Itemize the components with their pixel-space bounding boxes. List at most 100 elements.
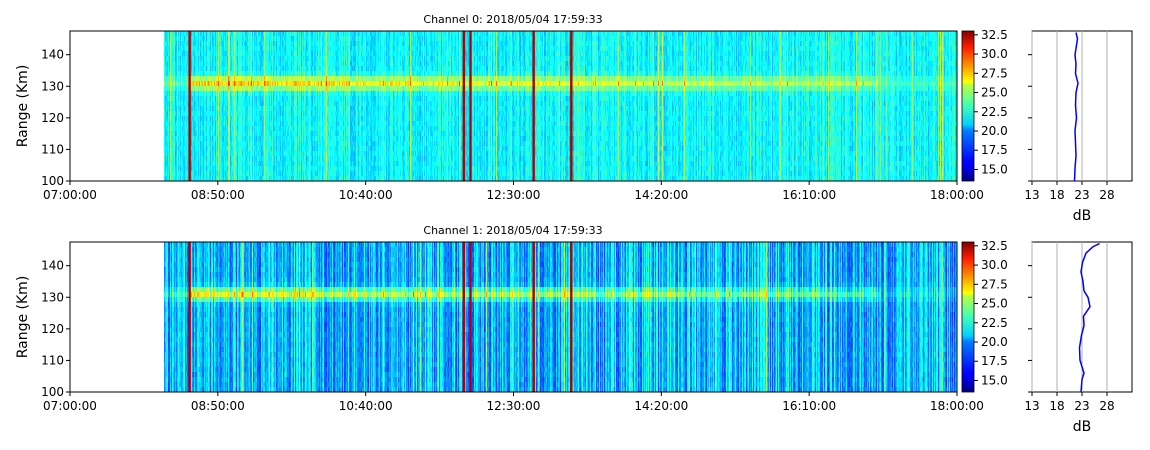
heatmap-cell: [168, 131, 170, 137]
heatmap-cell: [297, 41, 299, 47]
heatmap-cell: [295, 51, 297, 57]
heatmap-cell: [177, 126, 179, 132]
heatmap-cell: [201, 126, 203, 132]
heatmap-cell: [208, 31, 210, 37]
heatmap-cell: [183, 111, 185, 117]
heatmap-cell: [237, 101, 239, 107]
heatmap-cell: [248, 166, 250, 172]
heatmap-cell: [244, 141, 246, 147]
heatmap-cell: [230, 161, 232, 167]
heatmap-cell: [216, 81, 218, 87]
heatmap-cell: [325, 41, 327, 47]
heatmap-cell: [303, 31, 305, 37]
heatmap-cell: [227, 91, 229, 97]
heatmap-cell: [191, 81, 193, 87]
heatmap-cell: [253, 161, 255, 167]
heatmap-cell: [318, 176, 320, 182]
heatmap-cell: [166, 111, 168, 117]
heatmap-cell: [246, 56, 248, 62]
heatmap-cell: [271, 131, 273, 137]
heatmap-cell: [270, 146, 272, 152]
heatmap-cell: [198, 116, 200, 122]
heatmap-cell: [232, 101, 234, 107]
heatmap-cell: [232, 126, 234, 132]
heatmap-cell: [199, 176, 201, 182]
heatmap-cell: [260, 96, 262, 102]
heatmap-cell: [243, 151, 245, 157]
heatmap-cell: [308, 106, 310, 112]
heatmap-cell: [306, 76, 308, 82]
heatmap-cell: [279, 136, 281, 142]
heatmap-cell: [298, 36, 300, 42]
heatmap-cell: [305, 46, 307, 52]
heatmap-cell: [215, 141, 217, 147]
heatmap-cell: [305, 141, 307, 147]
heatmap-column: [206, 31, 208, 182]
heatmap-cell: [204, 171, 206, 177]
heatmap-cell: [249, 121, 251, 127]
heatmap-cell: [175, 176, 177, 182]
heatmap-cell: [185, 36, 187, 42]
heatmap-cell: [199, 156, 201, 162]
heatmap-cell: [286, 51, 288, 57]
heatmap-cell: [181, 101, 183, 107]
heatmap-cell: [243, 41, 245, 47]
heatmap-cell: [173, 106, 175, 112]
heatmap-cell: [293, 91, 295, 97]
heatmap-cell: [297, 126, 299, 132]
heatmap-cell: [210, 161, 212, 167]
heatmap-cell: [228, 51, 230, 57]
heatmap-cell: [252, 106, 254, 112]
heatmap-cell: [210, 31, 212, 37]
heatmap-cell: [309, 121, 311, 127]
heatmap-cell: [180, 51, 182, 57]
heatmap-cell: [220, 171, 222, 177]
heatmap-cell: [227, 146, 229, 152]
heatmap-column: [247, 31, 249, 182]
heatmap-cell: [290, 51, 292, 57]
heatmap-cell: [272, 71, 274, 77]
heatmap-column: [318, 31, 320, 182]
heatmap-cell: [213, 156, 215, 162]
heatmap-cell: [303, 101, 305, 107]
heatmap-cell: [228, 91, 230, 97]
heatmap-cell: [294, 121, 296, 127]
heatmap-cell: [259, 51, 261, 57]
heatmap-cell: [216, 76, 218, 82]
heatmap-cell: [193, 136, 195, 142]
heatmap-cell: [281, 131, 283, 137]
heatmap-cell: [245, 96, 247, 102]
heatmap-cell: [164, 61, 166, 67]
heatmap-cell: [311, 161, 313, 167]
heatmap-cell: [317, 41, 319, 47]
heatmap-cell: [274, 106, 276, 112]
heatmap-cell: [171, 131, 173, 137]
heatmap-cell: [166, 46, 168, 52]
heatmap-cell: [304, 176, 306, 182]
heatmap-cell: [192, 96, 194, 102]
heatmap-cell: [219, 141, 221, 147]
heatmap-cell: [288, 81, 290, 87]
heatmap-cell: [280, 126, 282, 132]
heatmap-cell: [206, 151, 208, 157]
heatmap-cell: [184, 126, 186, 132]
heatmap-cell: [181, 161, 183, 167]
heatmap-cell: [262, 126, 264, 132]
heatmap-cell: [234, 136, 236, 142]
heatmap-cell: [247, 111, 249, 117]
heatmap-cell: [220, 156, 222, 162]
heatmap-cell: [206, 116, 208, 122]
heatmap-cell: [319, 61, 321, 67]
heatmap-cell: [292, 41, 294, 47]
heatmap-cell: [182, 151, 184, 157]
heatmap-cell: [286, 76, 288, 82]
heatmap-cell: [170, 106, 172, 112]
heatmap-cell: [303, 56, 305, 62]
heatmap-cell: [279, 41, 281, 47]
heatmap-cell: [301, 66, 303, 72]
heatmap-cell: [203, 101, 205, 107]
heatmap-column: [296, 31, 298, 182]
heatmap-cell: [194, 31, 196, 37]
heatmap-cell: [315, 116, 317, 122]
heatmap-cell: [252, 151, 254, 157]
